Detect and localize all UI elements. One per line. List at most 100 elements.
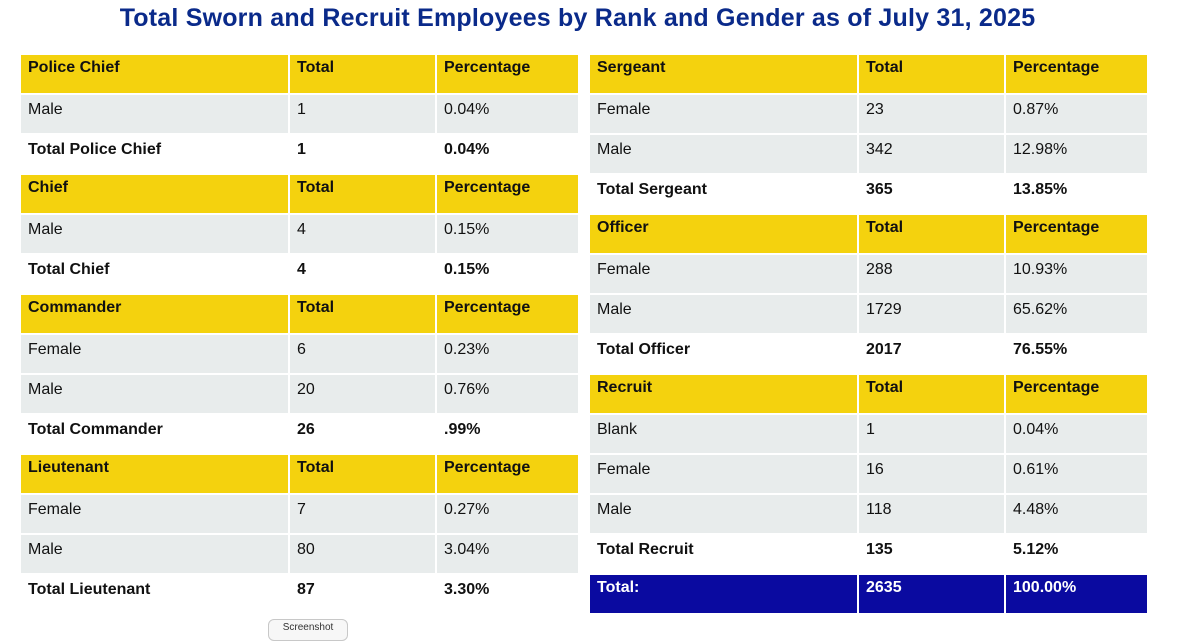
table-row-cell: 0.15% — [437, 215, 578, 255]
section-total-row-cell: Total Lieutenant — [21, 575, 290, 615]
section-header-row-cell: Commander — [21, 295, 290, 335]
section-total-row-cell: .99% — [437, 415, 578, 455]
table-row-cell: 6 — [290, 335, 437, 375]
table-row-cell: 0.04% — [437, 95, 578, 135]
table-row-cell: Male — [590, 295, 859, 335]
section-total-row-cell: 365 — [859, 175, 1006, 215]
section-total-row-cell: 5.12% — [1006, 535, 1147, 575]
section-header-row-cell: Percentage — [1006, 55, 1147, 95]
section-total-row-cell: Total Police Chief — [21, 135, 290, 175]
section-header-row: Officer Total Percentage — [590, 215, 1147, 255]
section-total-row-cell: Total Chief — [21, 255, 290, 295]
section-header-row-cell: Total — [859, 215, 1006, 255]
table-row-cell: 4 — [290, 215, 437, 255]
section-total-row-cell: 0.04% — [437, 135, 578, 175]
section-total-row-cell: 26 — [290, 415, 437, 455]
table-row-cell: 4.48% — [1006, 495, 1147, 535]
section-header-row-cell: Total — [290, 55, 437, 95]
table-row: Female 16 0.61% — [590, 455, 1147, 495]
grand-total-row-cell: 100.00% — [1006, 575, 1147, 615]
table-row: Female 23 0.87% — [590, 95, 1147, 135]
table-row-cell: 0.27% — [437, 495, 578, 535]
section-total-row-cell: Total Commander — [21, 415, 290, 455]
table-row-cell: Female — [590, 455, 859, 495]
section-total-row: Total Police Chief 1 0.04% — [21, 135, 578, 175]
table-row-cell: 80 — [290, 535, 437, 575]
right-rank-table: Sergeant Total Percentage Female 23 0.87% Male… — [590, 55, 1147, 615]
section-total-row-cell: 76.55% — [1006, 335, 1147, 375]
table-row-cell: Male — [590, 495, 859, 535]
page-title: Total Sworn and Recruit Employees by Ran… — [119, 4, 1036, 32]
grand-total-row-cell: Total: — [590, 575, 859, 615]
left-rank-table: Police Chief Total Percentage Male 1 0.04% Tot… — [21, 55, 578, 615]
section-header-row-cell: Sergeant — [590, 55, 859, 95]
table-row-cell: Female — [21, 495, 290, 535]
section-total-row: Total Sergeant 365 13.85% — [590, 175, 1147, 215]
table-row-cell: 23 — [859, 95, 1006, 135]
table-row-cell: 0.23% — [437, 335, 578, 375]
section-header-row-cell: Percentage — [1006, 375, 1147, 415]
table-row: Male 1729 65.62% — [590, 295, 1147, 335]
section-header-row-cell: Officer — [590, 215, 859, 255]
table-row: Female 6 0.23% — [21, 335, 578, 375]
section-header-row: Chief Total Percentage — [21, 175, 578, 215]
table-row-cell: 7 — [290, 495, 437, 535]
section-total-row: Total Officer 2017 76.55% — [590, 335, 1147, 375]
table-row-cell: 12.98% — [1006, 135, 1147, 175]
section-header-row-cell: Lieutenant — [21, 455, 290, 495]
section-header-row-cell: Total — [859, 375, 1006, 415]
table-row-cell: 1 — [290, 95, 437, 135]
section-header-row-cell: Percentage — [437, 295, 578, 335]
table-row-cell: 3.04% — [437, 535, 578, 575]
section-header-row-cell: Total — [859, 55, 1006, 95]
screenshot-button[interactable]: Screenshot — [268, 619, 348, 641]
table-row-cell: 16 — [859, 455, 1006, 495]
table-row-cell: 20 — [290, 375, 437, 415]
section-header-row: Lieutenant Total Percentage — [21, 455, 578, 495]
table-row-cell: 65.62% — [1006, 295, 1147, 335]
section-total-row: Total Commander 26.99% — [21, 415, 578, 455]
section-total-row-cell: 13.85% — [1006, 175, 1147, 215]
grand-total-row: Total: 2635 100.00% — [590, 575, 1147, 615]
section-total-row-cell: 0.15% — [437, 255, 578, 295]
section-total-row-cell: Total Recruit — [590, 535, 859, 575]
table-row-cell: Female — [590, 95, 859, 135]
section-header-row-cell: Percentage — [437, 455, 578, 495]
section-total-row: Total Chief 4 0.15% — [21, 255, 578, 295]
section-header-row: Recruit Total Percentage — [590, 375, 1147, 415]
table-row: Female 7 0.27% — [21, 495, 578, 535]
table-row-cell: Male — [21, 375, 290, 415]
table-row: Male 80 3.04% — [21, 535, 578, 575]
section-total-row-cell: 3.30% — [437, 575, 578, 615]
section-header-row-cell: Recruit — [590, 375, 859, 415]
section-header-row: Police Chief Total Percentage — [21, 55, 578, 95]
table-row-cell: 0.87% — [1006, 95, 1147, 135]
section-total-row: Total Recruit 135 5.12% — [590, 535, 1147, 575]
section-total-row-cell: Total Officer — [590, 335, 859, 375]
table-row-cell: Female — [590, 255, 859, 295]
section-total-row-cell: Total Sergeant — [590, 175, 859, 215]
table-row-cell: 0.76% — [437, 375, 578, 415]
section-header-row-cell: Percentage — [1006, 215, 1147, 255]
section-total-row: Total Lieutenant 87 3.30% — [21, 575, 578, 615]
table-row: Male 1 0.04% — [21, 95, 578, 135]
table-row-cell: Male — [21, 535, 290, 575]
section-header-row-cell: Police Chief — [21, 55, 290, 95]
section-header-row: Commander Total Percentage — [21, 295, 578, 335]
section-header-row-cell: Percentage — [437, 175, 578, 215]
table-row-cell: 288 — [859, 255, 1006, 295]
table-row: Female 288 10.93% — [590, 255, 1147, 295]
table-row: Blank 1 0.04% — [590, 415, 1147, 455]
section-total-row-cell: 4 — [290, 255, 437, 295]
section-total-row-cell: 2017 — [859, 335, 1006, 375]
section-total-row-cell: 1 — [290, 135, 437, 175]
table-row-cell: 0.61% — [1006, 455, 1147, 495]
table-row-cell: Male — [590, 135, 859, 175]
section-header-row-cell: Chief — [21, 175, 290, 215]
table-row-cell: 1729 — [859, 295, 1006, 335]
section-header-row-cell: Total — [290, 295, 437, 335]
table-row: Male 118 4.48% — [590, 495, 1147, 535]
section-header-row: Sergeant Total Percentage — [590, 55, 1147, 95]
section-header-row-cell: Percentage — [437, 55, 578, 95]
table-row-cell: 342 — [859, 135, 1006, 175]
